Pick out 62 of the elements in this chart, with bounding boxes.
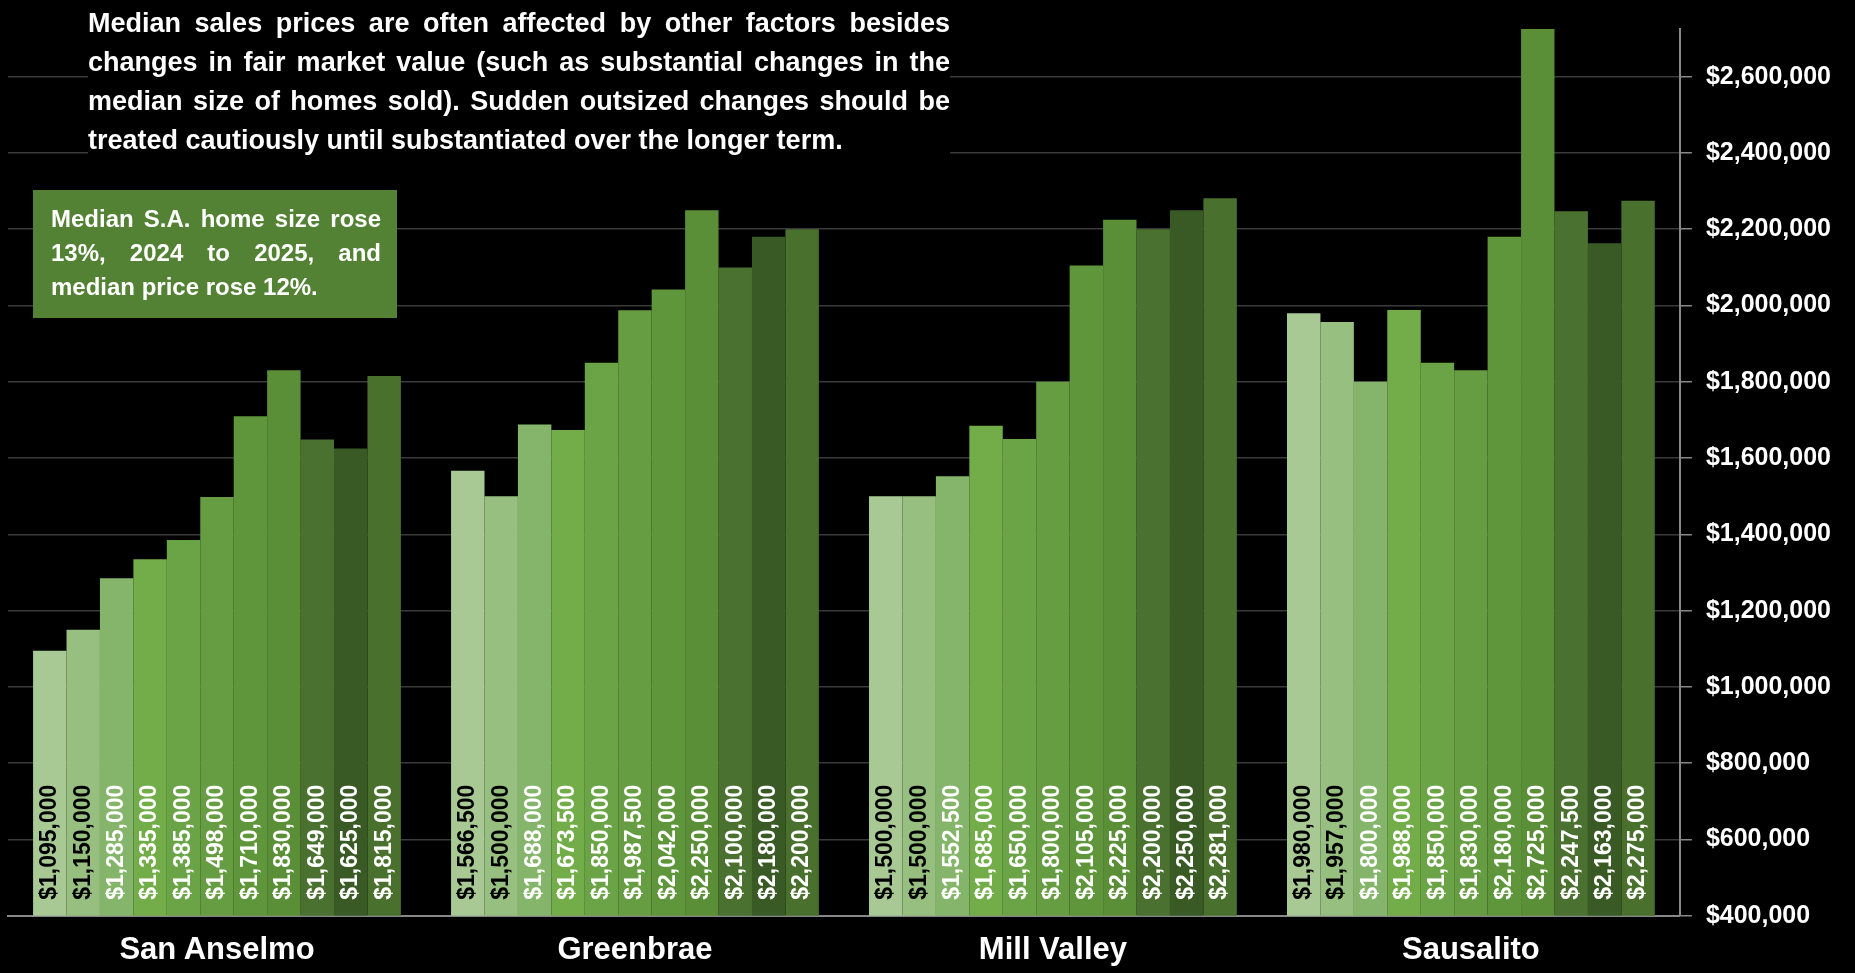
data-label: $2,275,000 <box>1623 784 1650 900</box>
data-label: $1,815,000 <box>369 784 396 900</box>
data-label: $1,988,000 <box>1389 784 1416 900</box>
data-label: $1,685,000 <box>971 784 998 900</box>
data-label: $1,650,000 <box>1004 784 1031 900</box>
data-label: $1,673,500 <box>553 784 580 900</box>
x-tick-label: Greenbrae <box>557 930 713 966</box>
y-tick-label: $1,600,000 <box>1705 441 1831 470</box>
data-label: $1,800,000 <box>1038 784 1065 900</box>
data-label: $1,688,000 <box>519 784 546 900</box>
data-label: $2,105,000 <box>1071 784 1098 900</box>
data-label: $1,150,000 <box>68 784 95 900</box>
annotation: Median S.A. home size rose 13%, 2024 to 2025, and median price rose 12%. <box>33 190 397 318</box>
data-label: $1,957,000 <box>1322 784 1349 900</box>
data-label: $2,200,000 <box>787 784 814 900</box>
data-label: $2,163,000 <box>1589 784 1616 900</box>
x-tick-label: San Anselmo <box>119 930 315 966</box>
data-label: $2,281,000 <box>1205 784 1232 900</box>
data-label: $2,725,000 <box>1523 784 1550 900</box>
data-label: $1,987,500 <box>620 784 647 900</box>
data-label: $2,042,000 <box>653 784 680 900</box>
data-label: $1,850,000 <box>586 784 613 900</box>
x-tick-label: Sausalito <box>1401 930 1540 966</box>
data-label: $1,385,000 <box>168 784 195 900</box>
y-tick-label: $600,000 <box>1705 823 1811 852</box>
data-label: $1,850,000 <box>1422 784 1449 900</box>
data-label: $1,566,500 <box>453 784 480 900</box>
data-label: $1,500,000 <box>904 784 931 900</box>
data-label: $1,498,000 <box>202 784 229 900</box>
data-label: $2,180,000 <box>754 784 781 900</box>
y-tick-label: $1,200,000 <box>1705 594 1831 623</box>
data-label: $2,247,500 <box>1556 784 1583 900</box>
data-label: $2,225,000 <box>1105 784 1132 900</box>
data-label: $1,980,000 <box>1289 784 1316 900</box>
data-label: $1,625,000 <box>336 784 363 900</box>
data-label: $1,335,000 <box>135 784 162 900</box>
data-label: $2,200,000 <box>1138 784 1165 900</box>
y-tick-label: $400,000 <box>1705 899 1811 928</box>
y-tick-label: $1,800,000 <box>1705 365 1831 394</box>
annotation: Median sales prices are often affected by other factors besides changes in fair market value (such as substantial changes in the median size of homes sold). Sudden outsized changes should be treated cautiously until substantiated over the longer term. <box>88 2 950 162</box>
data-label: $2,180,000 <box>1489 784 1516 900</box>
y-tick-label: $2,200,000 <box>1705 213 1831 242</box>
y-tick-label: $1,000,000 <box>1705 670 1831 699</box>
data-label: $1,830,000 <box>1456 784 1483 900</box>
y-tick-label: $800,000 <box>1705 747 1811 776</box>
y-tick-label: $2,600,000 <box>1705 60 1831 89</box>
data-label: $1,500,000 <box>871 784 898 900</box>
data-label: $1,285,000 <box>102 784 129 900</box>
data-label: $1,500,000 <box>486 784 513 900</box>
x-tick-label: Mill Valley <box>978 930 1128 966</box>
data-label: $2,250,000 <box>687 784 714 900</box>
data-label: $1,649,000 <box>302 784 329 900</box>
data-label: $1,095,000 <box>35 784 62 900</box>
data-label: $2,250,000 <box>1172 784 1199 900</box>
y-tick-label: $2,400,000 <box>1705 136 1831 165</box>
data-label: $2,100,000 <box>720 784 747 900</box>
data-label: $1,830,000 <box>269 784 296 900</box>
data-label: $1,710,000 <box>235 784 262 900</box>
y-tick-label: $1,400,000 <box>1705 518 1831 547</box>
data-label: $1,552,500 <box>937 784 964 900</box>
data-label: $1,800,000 <box>1355 784 1382 900</box>
y-tick-label: $2,000,000 <box>1705 289 1831 318</box>
